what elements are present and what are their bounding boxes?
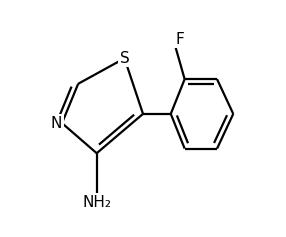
Text: NH₂: NH₂ (82, 195, 111, 210)
Text: N: N (51, 116, 62, 131)
Text: S: S (120, 51, 129, 66)
Text: F: F (175, 32, 184, 47)
